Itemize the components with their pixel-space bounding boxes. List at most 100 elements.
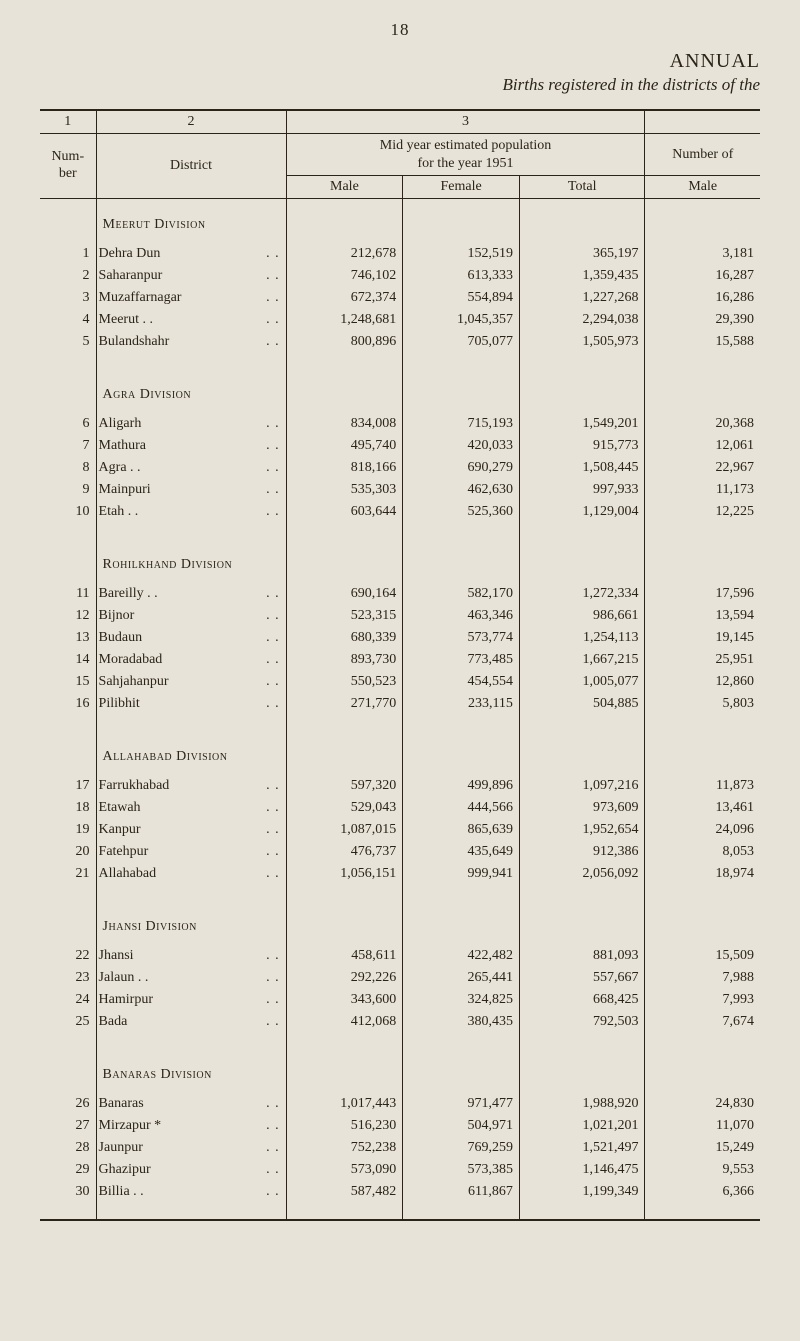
row-number: 18 bbox=[40, 797, 96, 819]
row-total: 1,952,654 bbox=[519, 819, 645, 841]
section-blank bbox=[645, 1049, 760, 1093]
section-blank bbox=[286, 731, 403, 775]
section-num-blank bbox=[40, 369, 96, 413]
row-number: 7 bbox=[40, 435, 96, 457]
label-mid-year-l2: for the year 1951 bbox=[417, 156, 513, 171]
row-male: 535,303 bbox=[286, 479, 403, 501]
label-male: Male bbox=[286, 176, 403, 199]
row-total: 1,021,201 bbox=[519, 1115, 645, 1137]
row-male: 1,248,681 bbox=[286, 309, 403, 331]
row-number-male: 16,287 bbox=[645, 265, 760, 287]
row-number: 2 bbox=[40, 265, 96, 287]
section-blank bbox=[645, 199, 760, 243]
header-numeric-row: 1 2 3 bbox=[40, 110, 760, 134]
row-number-male: 15,588 bbox=[645, 331, 760, 353]
row-district: Ghazipur. . bbox=[96, 1159, 286, 1181]
row-male: 690,164 bbox=[286, 583, 403, 605]
section-heading-row: Banaras Division bbox=[40, 1049, 760, 1093]
row-district: Bijnor. . bbox=[96, 605, 286, 627]
table-row: 25Bada. .412,068380,435792,5037,674 bbox=[40, 1011, 760, 1033]
row-total: 792,503 bbox=[519, 1011, 645, 1033]
section-blank bbox=[286, 1049, 403, 1093]
row-number-male: 15,249 bbox=[645, 1137, 760, 1159]
row-number-male: 9,553 bbox=[645, 1159, 760, 1181]
table-body: Meerut Division1Dehra Dun. .212,678152,5… bbox=[40, 199, 760, 1220]
table-row: 4Meerut . .. .1,248,6811,045,3572,294,03… bbox=[40, 309, 760, 331]
row-district: Kanpur. . bbox=[96, 819, 286, 841]
row-total: 1,199,349 bbox=[519, 1181, 645, 1203]
section-heading: Allahabad Division bbox=[96, 731, 286, 775]
table-row: 28Jaunpur. .752,238769,2591,521,49715,24… bbox=[40, 1137, 760, 1159]
row-male: 1,087,015 bbox=[286, 819, 403, 841]
table-row: 19Kanpur. .1,087,015865,6391,952,65424,0… bbox=[40, 819, 760, 841]
row-female: 444,566 bbox=[403, 797, 520, 819]
row-male: 752,238 bbox=[286, 1137, 403, 1159]
section-heading: Banaras Division bbox=[96, 1049, 286, 1093]
row-male: 818,166 bbox=[286, 457, 403, 479]
row-total: 365,197 bbox=[519, 243, 645, 265]
row-total: 2,294,038 bbox=[519, 309, 645, 331]
label-number-of: Number of bbox=[645, 134, 760, 176]
row-number-male: 24,096 bbox=[645, 819, 760, 841]
row-district: Agra . .. . bbox=[96, 457, 286, 479]
section-blank bbox=[286, 199, 403, 243]
row-female: 499,896 bbox=[403, 775, 520, 797]
row-female: 611,867 bbox=[403, 1181, 520, 1203]
row-number: 27 bbox=[40, 1115, 96, 1137]
section-blank bbox=[519, 199, 645, 243]
row-male: 271,770 bbox=[286, 693, 403, 715]
table-row: 5Bulandshahr. .800,896705,0771,505,97315… bbox=[40, 331, 760, 353]
row-female: 420,033 bbox=[403, 435, 520, 457]
row-number: 24 bbox=[40, 989, 96, 1011]
row-number: 25 bbox=[40, 1011, 96, 1033]
hdr-col-2: 2 bbox=[96, 110, 286, 134]
row-number-male: 6,366 bbox=[645, 1181, 760, 1203]
table-row: 10Etah . .. .603,644525,3601,129,00412,2… bbox=[40, 501, 760, 523]
row-male: 516,230 bbox=[286, 1115, 403, 1137]
row-male: 550,523 bbox=[286, 671, 403, 693]
row-female: 463,346 bbox=[403, 605, 520, 627]
row-number-male: 8,053 bbox=[645, 841, 760, 863]
section-num-blank bbox=[40, 1049, 96, 1093]
section-blank bbox=[403, 539, 520, 583]
row-number: 26 bbox=[40, 1093, 96, 1115]
section-blank bbox=[645, 369, 760, 413]
row-number-male: 15,509 bbox=[645, 945, 760, 967]
row-number-male: 13,594 bbox=[645, 605, 760, 627]
row-district: Dehra Dun. . bbox=[96, 243, 286, 265]
row-male: 893,730 bbox=[286, 649, 403, 671]
section-blank bbox=[286, 369, 403, 413]
row-female: 971,477 bbox=[403, 1093, 520, 1115]
row-number-male: 16,286 bbox=[645, 287, 760, 309]
row-female: 380,435 bbox=[403, 1011, 520, 1033]
row-total: 2,056,092 bbox=[519, 863, 645, 885]
table-row: 26Banaras. .1,017,443971,4771,988,92024,… bbox=[40, 1093, 760, 1115]
table-row: 18Etawah. .529,043444,566973,60913,461 bbox=[40, 797, 760, 819]
section-blank bbox=[519, 539, 645, 583]
row-district: Aligarh. . bbox=[96, 413, 286, 435]
section-blank bbox=[403, 731, 520, 775]
row-total: 504,885 bbox=[519, 693, 645, 715]
row-total: 1,359,435 bbox=[519, 265, 645, 287]
row-male: 343,600 bbox=[286, 989, 403, 1011]
row-female: 454,554 bbox=[403, 671, 520, 693]
row-number: 12 bbox=[40, 605, 96, 627]
row-district: Etah . .. . bbox=[96, 501, 286, 523]
births-table: 1 2 3 Num- ber District Mid year estimat… bbox=[40, 109, 760, 1221]
label-district: District bbox=[96, 134, 286, 199]
row-district: Saharanpur. . bbox=[96, 265, 286, 287]
row-male: 746,102 bbox=[286, 265, 403, 287]
row-number: 6 bbox=[40, 413, 96, 435]
row-district: Meerut . .. . bbox=[96, 309, 286, 331]
row-male: 587,482 bbox=[286, 1181, 403, 1203]
row-total: 1,146,475 bbox=[519, 1159, 645, 1181]
row-number-male: 22,967 bbox=[645, 457, 760, 479]
row-district: Moradabad. . bbox=[96, 649, 286, 671]
row-total: 1,254,113 bbox=[519, 627, 645, 649]
row-number: 14 bbox=[40, 649, 96, 671]
section-blank bbox=[403, 369, 520, 413]
row-number-male: 24,830 bbox=[645, 1093, 760, 1115]
row-male: 412,068 bbox=[286, 1011, 403, 1033]
row-number: 20 bbox=[40, 841, 96, 863]
row-total: 1,521,497 bbox=[519, 1137, 645, 1159]
